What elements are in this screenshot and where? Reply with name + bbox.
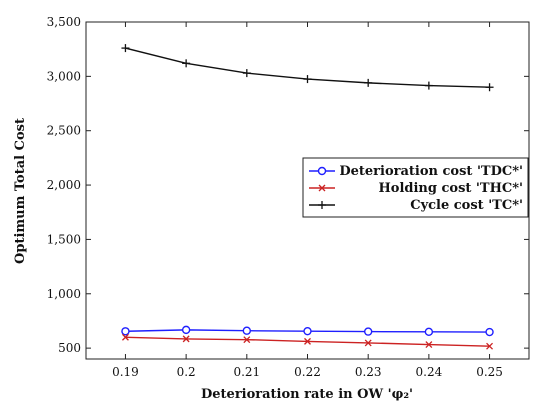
legend-marker bbox=[318, 201, 326, 209]
legend-label: Cycle cost 'TC*' bbox=[410, 198, 523, 213]
data-point-series-1 bbox=[242, 326, 252, 335]
data-point-series-1 bbox=[485, 327, 494, 337]
data-point-series-3 bbox=[364, 78, 373, 87]
x-tick-label: 0.19 bbox=[112, 365, 139, 379]
y-tick-label: 1,000 bbox=[47, 287, 81, 301]
data-point-series-1 bbox=[181, 325, 191, 335]
y-tick-label: 3,000 bbox=[47, 69, 81, 83]
data-point-series-3 bbox=[182, 59, 191, 68]
data-point-series-2 bbox=[182, 335, 190, 343]
legend-label: Holding cost 'THC*' bbox=[379, 181, 524, 196]
data-point-series-2 bbox=[364, 339, 372, 347]
x-tick-label: 0.23 bbox=[355, 365, 382, 379]
data-point-series-2 bbox=[304, 337, 311, 345]
data-point-series-1 bbox=[363, 327, 373, 336]
data-point-series-3 bbox=[424, 81, 433, 90]
data-point-series-3 bbox=[303, 75, 312, 84]
x-axis-label: Deterioration rate in OW 'φ₂' bbox=[201, 387, 413, 402]
y-tick-label: 2,000 bbox=[47, 178, 81, 192]
x-tick-label: 0.2 bbox=[177, 365, 196, 379]
data-point-series-3 bbox=[121, 44, 130, 53]
legend-marker bbox=[317, 166, 327, 176]
legend-label: Deterioration cost 'TDC*' bbox=[339, 164, 523, 179]
data-point-series-1 bbox=[121, 327, 130, 336]
data-point-series-3 bbox=[242, 69, 251, 78]
x-tick-label: 0.22 bbox=[294, 365, 321, 379]
data-point-series-1 bbox=[424, 327, 434, 337]
y-tick-label: 500 bbox=[58, 341, 81, 355]
legend-marker bbox=[318, 184, 326, 192]
y-tick-label: 2,500 bbox=[47, 124, 81, 138]
y-axis-label: Optimum Total Cost bbox=[13, 118, 28, 264]
data-point-series-2 bbox=[425, 341, 433, 349]
data-point-series-3 bbox=[485, 83, 494, 92]
y-axis-ticks: 500 1,000 1,500 2,000 2,500 3,000 3,500 bbox=[47, 15, 529, 355]
x-axis-ticks: 0.19 0.2 0.21 0.22 0.23 0.24 0.25 bbox=[112, 22, 503, 379]
y-tick-label: 1,500 bbox=[47, 232, 81, 246]
data-point-series-2 bbox=[243, 336, 251, 344]
x-tick-label: 0.25 bbox=[476, 365, 503, 379]
legend: Deterioration cost 'TDC*' Holding cost 'T… bbox=[302, 157, 529, 218]
legend-box bbox=[302, 157, 529, 218]
series-markers bbox=[121, 44, 494, 350]
data-point-series-1 bbox=[303, 326, 312, 336]
x-tick-label: 0.21 bbox=[233, 365, 260, 379]
data-point-series-2 bbox=[121, 333, 129, 341]
x-tick-label: 0.24 bbox=[416, 365, 443, 379]
data-point-series-2 bbox=[486, 342, 494, 350]
y-tick-label: 3,500 bbox=[47, 15, 81, 29]
